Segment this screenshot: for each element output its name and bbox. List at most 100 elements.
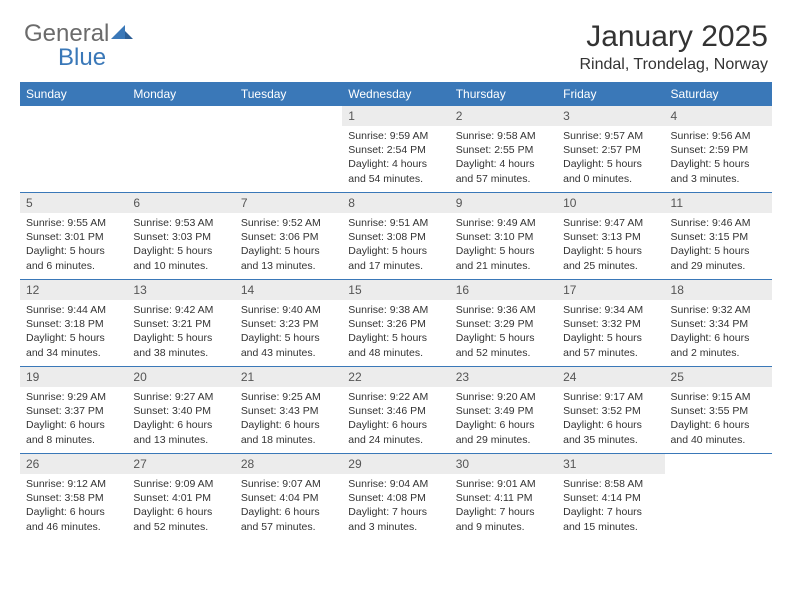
- week-row: 12Sunrise: 9:44 AMSunset: 3:18 PMDayligh…: [20, 280, 772, 367]
- month-title: January 2025: [579, 20, 768, 54]
- day-number: 25: [665, 367, 772, 387]
- logo: General Blue: [24, 20, 133, 48]
- day-number: 17: [557, 280, 664, 300]
- day-number: 5: [20, 193, 127, 213]
- day-cell: 21Sunrise: 9:25 AMSunset: 3:43 PMDayligh…: [235, 367, 342, 453]
- day-info: Sunrise: 9:20 AMSunset: 3:49 PMDaylight:…: [450, 387, 557, 453]
- week-row: 26Sunrise: 9:12 AMSunset: 3:58 PMDayligh…: [20, 454, 772, 540]
- weekday-cell: Sunday: [20, 82, 127, 106]
- day-info: Sunrise: 9:09 AMSunset: 4:01 PMDaylight:…: [127, 474, 234, 540]
- day-cell: [665, 454, 772, 540]
- day-info: Sunrise: 9:17 AMSunset: 3:52 PMDaylight:…: [557, 387, 664, 453]
- weekday-cell: Saturday: [665, 82, 772, 106]
- day-cell: 25Sunrise: 9:15 AMSunset: 3:55 PMDayligh…: [665, 367, 772, 453]
- day-cell: 11Sunrise: 9:46 AMSunset: 3:15 PMDayligh…: [665, 193, 772, 279]
- day-number: 21: [235, 367, 342, 387]
- day-info: Sunrise: 9:36 AMSunset: 3:29 PMDaylight:…: [450, 300, 557, 366]
- weekday-cell: Friday: [557, 82, 664, 106]
- day-info: Sunrise: 9:52 AMSunset: 3:06 PMDaylight:…: [235, 213, 342, 279]
- day-number: 1: [342, 106, 449, 126]
- logo-triangle-icon: [111, 23, 133, 46]
- day-info: Sunrise: 9:44 AMSunset: 3:18 PMDaylight:…: [20, 300, 127, 366]
- day-cell: 12Sunrise: 9:44 AMSunset: 3:18 PMDayligh…: [20, 280, 127, 366]
- day-number: 22: [342, 367, 449, 387]
- day-number: 11: [665, 193, 772, 213]
- week-row: 19Sunrise: 9:29 AMSunset: 3:37 PMDayligh…: [20, 367, 772, 454]
- day-cell: 6Sunrise: 9:53 AMSunset: 3:03 PMDaylight…: [127, 193, 234, 279]
- day-number: 7: [235, 193, 342, 213]
- day-info: Sunrise: 9:29 AMSunset: 3:37 PMDaylight:…: [20, 387, 127, 453]
- day-cell: 10Sunrise: 9:47 AMSunset: 3:13 PMDayligh…: [557, 193, 664, 279]
- day-number: 19: [20, 367, 127, 387]
- weekday-cell: Tuesday: [235, 82, 342, 106]
- day-info: Sunrise: 9:01 AMSunset: 4:11 PMDaylight:…: [450, 474, 557, 540]
- day-number: 27: [127, 454, 234, 474]
- day-cell: 31Sunrise: 8:58 AMSunset: 4:14 PMDayligh…: [557, 454, 664, 540]
- day-cell: 9Sunrise: 9:49 AMSunset: 3:10 PMDaylight…: [450, 193, 557, 279]
- day-number: 24: [557, 367, 664, 387]
- day-info: Sunrise: 8:58 AMSunset: 4:14 PMDaylight:…: [557, 474, 664, 540]
- day-cell: 26Sunrise: 9:12 AMSunset: 3:58 PMDayligh…: [20, 454, 127, 540]
- day-info: Sunrise: 9:27 AMSunset: 3:40 PMDaylight:…: [127, 387, 234, 453]
- weeks-container: 1Sunrise: 9:59 AMSunset: 2:54 PMDaylight…: [20, 106, 772, 540]
- day-number: 4: [665, 106, 772, 126]
- day-info: Sunrise: 9:47 AMSunset: 3:13 PMDaylight:…: [557, 213, 664, 279]
- day-number: 18: [665, 280, 772, 300]
- day-info: Sunrise: 9:57 AMSunset: 2:57 PMDaylight:…: [557, 126, 664, 192]
- day-cell: 13Sunrise: 9:42 AMSunset: 3:21 PMDayligh…: [127, 280, 234, 366]
- location: Rindal, Trondelag, Norway: [579, 56, 768, 74]
- day-info: Sunrise: 9:59 AMSunset: 2:54 PMDaylight:…: [342, 126, 449, 192]
- day-number: 23: [450, 367, 557, 387]
- day-info: Sunrise: 9:51 AMSunset: 3:08 PMDaylight:…: [342, 213, 449, 279]
- day-number: 14: [235, 280, 342, 300]
- day-cell: 7Sunrise: 9:52 AMSunset: 3:06 PMDaylight…: [235, 193, 342, 279]
- day-cell: 28Sunrise: 9:07 AMSunset: 4:04 PMDayligh…: [235, 454, 342, 540]
- day-cell: 8Sunrise: 9:51 AMSunset: 3:08 PMDaylight…: [342, 193, 449, 279]
- day-cell: [20, 106, 127, 192]
- day-cell: 14Sunrise: 9:40 AMSunset: 3:23 PMDayligh…: [235, 280, 342, 366]
- day-info: Sunrise: 9:04 AMSunset: 4:08 PMDaylight:…: [342, 474, 449, 540]
- day-info: Sunrise: 9:56 AMSunset: 2:59 PMDaylight:…: [665, 126, 772, 192]
- day-cell: [235, 106, 342, 192]
- day-number: 31: [557, 454, 664, 474]
- day-info: Sunrise: 9:07 AMSunset: 4:04 PMDaylight:…: [235, 474, 342, 540]
- day-info: Sunrise: 9:34 AMSunset: 3:32 PMDaylight:…: [557, 300, 664, 366]
- day-info: Sunrise: 9:12 AMSunset: 3:58 PMDaylight:…: [20, 474, 127, 540]
- day-info: Sunrise: 9:22 AMSunset: 3:46 PMDaylight:…: [342, 387, 449, 453]
- weekday-header: SundayMondayTuesdayWednesdayThursdayFrid…: [20, 82, 772, 106]
- day-info: Sunrise: 9:55 AMSunset: 3:01 PMDaylight:…: [20, 213, 127, 279]
- day-info: Sunrise: 9:53 AMSunset: 3:03 PMDaylight:…: [127, 213, 234, 279]
- day-info: Sunrise: 9:42 AMSunset: 3:21 PMDaylight:…: [127, 300, 234, 366]
- calendar: SundayMondayTuesdayWednesdayThursdayFrid…: [0, 82, 792, 540]
- day-cell: 29Sunrise: 9:04 AMSunset: 4:08 PMDayligh…: [342, 454, 449, 540]
- day-cell: 17Sunrise: 9:34 AMSunset: 3:32 PMDayligh…: [557, 280, 664, 366]
- day-info: Sunrise: 9:32 AMSunset: 3:34 PMDaylight:…: [665, 300, 772, 366]
- day-info: Sunrise: 9:15 AMSunset: 3:55 PMDaylight:…: [665, 387, 772, 453]
- day-cell: 16Sunrise: 9:36 AMSunset: 3:29 PMDayligh…: [450, 280, 557, 366]
- day-number: 10: [557, 193, 664, 213]
- day-info: Sunrise: 9:49 AMSunset: 3:10 PMDaylight:…: [450, 213, 557, 279]
- day-info: Sunrise: 9:25 AMSunset: 3:43 PMDaylight:…: [235, 387, 342, 453]
- day-number: 9: [450, 193, 557, 213]
- day-cell: 20Sunrise: 9:27 AMSunset: 3:40 PMDayligh…: [127, 367, 234, 453]
- header: General Blue January 2025 Rindal, Tronde…: [0, 0, 792, 82]
- day-info: Sunrise: 9:40 AMSunset: 3:23 PMDaylight:…: [235, 300, 342, 366]
- day-cell: 15Sunrise: 9:38 AMSunset: 3:26 PMDayligh…: [342, 280, 449, 366]
- day-number: 15: [342, 280, 449, 300]
- day-cell: 18Sunrise: 9:32 AMSunset: 3:34 PMDayligh…: [665, 280, 772, 366]
- day-number: 28: [235, 454, 342, 474]
- weekday-cell: Thursday: [450, 82, 557, 106]
- day-cell: 2Sunrise: 9:58 AMSunset: 2:55 PMDaylight…: [450, 106, 557, 192]
- day-number: 20: [127, 367, 234, 387]
- day-cell: 30Sunrise: 9:01 AMSunset: 4:11 PMDayligh…: [450, 454, 557, 540]
- day-cell: 23Sunrise: 9:20 AMSunset: 3:49 PMDayligh…: [450, 367, 557, 453]
- day-number: 2: [450, 106, 557, 126]
- day-cell: 5Sunrise: 9:55 AMSunset: 3:01 PMDaylight…: [20, 193, 127, 279]
- day-info: Sunrise: 9:38 AMSunset: 3:26 PMDaylight:…: [342, 300, 449, 366]
- weekday-cell: Wednesday: [342, 82, 449, 106]
- day-number: 26: [20, 454, 127, 474]
- day-cell: 1Sunrise: 9:59 AMSunset: 2:54 PMDaylight…: [342, 106, 449, 192]
- day-cell: 19Sunrise: 9:29 AMSunset: 3:37 PMDayligh…: [20, 367, 127, 453]
- day-cell: 24Sunrise: 9:17 AMSunset: 3:52 PMDayligh…: [557, 367, 664, 453]
- title-block: January 2025 Rindal, Trondelag, Norway: [579, 20, 768, 74]
